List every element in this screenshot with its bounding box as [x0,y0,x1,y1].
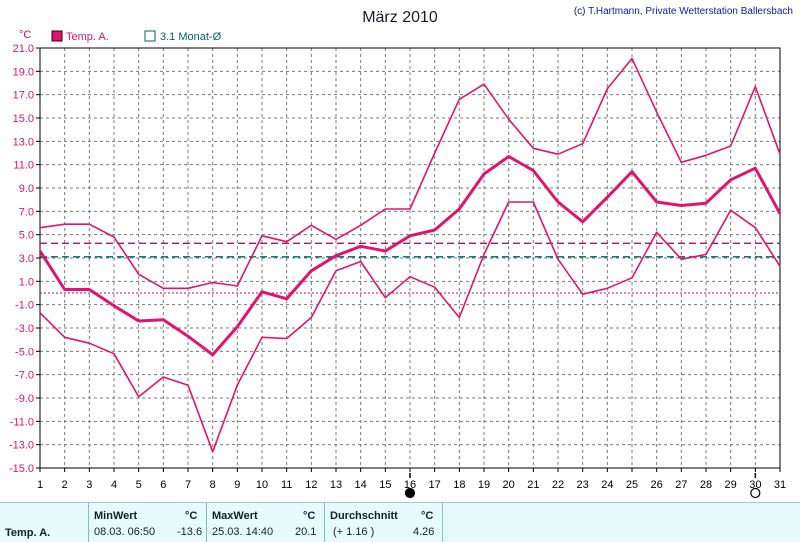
y-tick-label: 11.0 [13,160,34,172]
average-delta: (+ 1.16 ) [333,526,375,538]
x-tick-label: 30 [749,479,761,491]
footer-min-cell: MinWert °C 08.03. 06:50 -13.6 [89,503,207,542]
x-tick-label: 25 [626,479,638,491]
x-tick-label: 31 [774,479,786,491]
series-line-max [39,57,781,290]
credit-text: (c) T.Hartmann, Private Wetterstation Ba… [574,6,793,17]
x-tick-label: 8 [210,479,216,491]
min-value: -13.6 [177,526,203,538]
x-tick-label: 11 [281,479,292,491]
average-value: 4.26 [413,526,435,538]
max-title: MaxWert [212,510,258,522]
reference-lines [40,242,780,294]
chart-title: März 2010 [362,9,438,26]
x-tick-label: 23 [577,479,589,491]
x-tick-label: 21 [527,479,539,491]
y-tick-label: 21.0 [13,43,34,55]
max-unit: °C [303,510,316,522]
x-tick-label: 6 [160,479,166,491]
x-tick-label: 7 [185,479,191,491]
x-tick-label: 18 [453,479,465,491]
max-value: 20.1 [295,526,317,538]
average-unit: °C [421,510,434,522]
footer-label-cell: Temp. A. [0,503,89,542]
y-tick-label: 19.0 [13,66,34,78]
y-tick-label: -13.0 [9,440,34,452]
series-lines [38,57,782,453]
min-title: MinWert [94,510,138,522]
y-tick-label: 9.0 [19,183,34,195]
new-moon-icon [750,487,761,499]
y-unit-label: °C [19,29,31,41]
y-tick-label: -5.0 [15,346,34,358]
temperature-chart: März 2010 (c) T.Hartmann, Private Wetter… [9,6,793,499]
x-tick-label: 10 [256,479,268,491]
x-tick-label: 19 [478,479,490,491]
x-tick-label: 28 [700,479,712,491]
x-tick-label: 9 [234,479,240,491]
min-when: 08.03. 06:50 [94,526,156,538]
statistics-footer: Temp. A. MinWert °C 08.03. 06:50 -13.6 M… [0,502,800,542]
legend-label-temp: Temp. A. [66,31,109,43]
x-tick-label: 2 [62,479,68,491]
y-tick-label: 1.0 [19,276,34,288]
legend-swatch-average [144,30,156,42]
series-line-min [39,201,781,453]
x-tick-label: 12 [305,479,317,491]
grid [40,48,780,468]
y-tick-label: 13.0 [13,136,34,148]
x-tick-label: 5 [136,479,142,491]
max-when: 25.03. 14:40 [212,526,274,538]
y-tick-label: -9.0 [15,393,34,405]
x-tick-label: 24 [601,479,613,491]
x-tick-label: 16 [404,479,416,491]
x-tick-label: 29 [725,479,737,491]
series-line-mean [38,155,782,357]
legend-swatch-temp [51,30,63,42]
x-axis: 1 2 3 4 5 6 7 8 9 10 11 12 13 14 15 16 17 18 19 20 21 22 23 24 2… [37,468,786,491]
x-tick-label: 27 [675,479,687,491]
x-tick-label: 22 [552,479,564,491]
y-tick-label: 3.0 [19,253,34,265]
min-unit: °C [185,510,198,522]
y-axis: 21.0 19.0 17.0 15.0 13.0 11.0 9.0 7.0 5.0 3.0 1.0 -… [9,43,40,475]
x-tick-label: 15 [379,479,391,491]
x-tick-label: 4 [111,479,117,491]
x-tick-label: 17 [429,479,441,491]
footer-max-cell: MaxWert °C 25.03. 14:40 20.1 [207,503,325,542]
x-tick-label: 3 [86,479,92,491]
full-moon-icon [404,487,416,499]
y-tick-label: 7.0 [19,206,34,218]
x-tick-label: 20 [503,479,515,491]
y-tick-label: 15.0 [13,113,34,125]
y-tick-label: 5.0 [19,230,34,242]
footer-row-label: Temp. A. [5,527,51,539]
average-title: Durchschnitt [330,510,398,522]
y-tick-label: -3.0 [15,323,34,335]
y-tick-label: -11.0 [10,416,34,428]
y-tick-label: -1.0 [15,300,34,312]
x-tick-label: 13 [330,479,342,491]
x-tick-label: 1 [37,479,43,491]
x-tick-label: 14 [355,479,367,491]
x-tick-label: 26 [651,479,663,491]
y-tick-label: 17.0 [13,90,34,102]
legend-label-average: 3.1 Monat-Ø [160,31,222,43]
y-tick-label: -15.0 [9,463,34,475]
moon-markers [404,473,761,499]
y-tick-label: -7.0 [15,370,34,382]
footer-average-cell: Durchschnitt °C (+ 1.16 ) 4.26 [325,503,443,542]
